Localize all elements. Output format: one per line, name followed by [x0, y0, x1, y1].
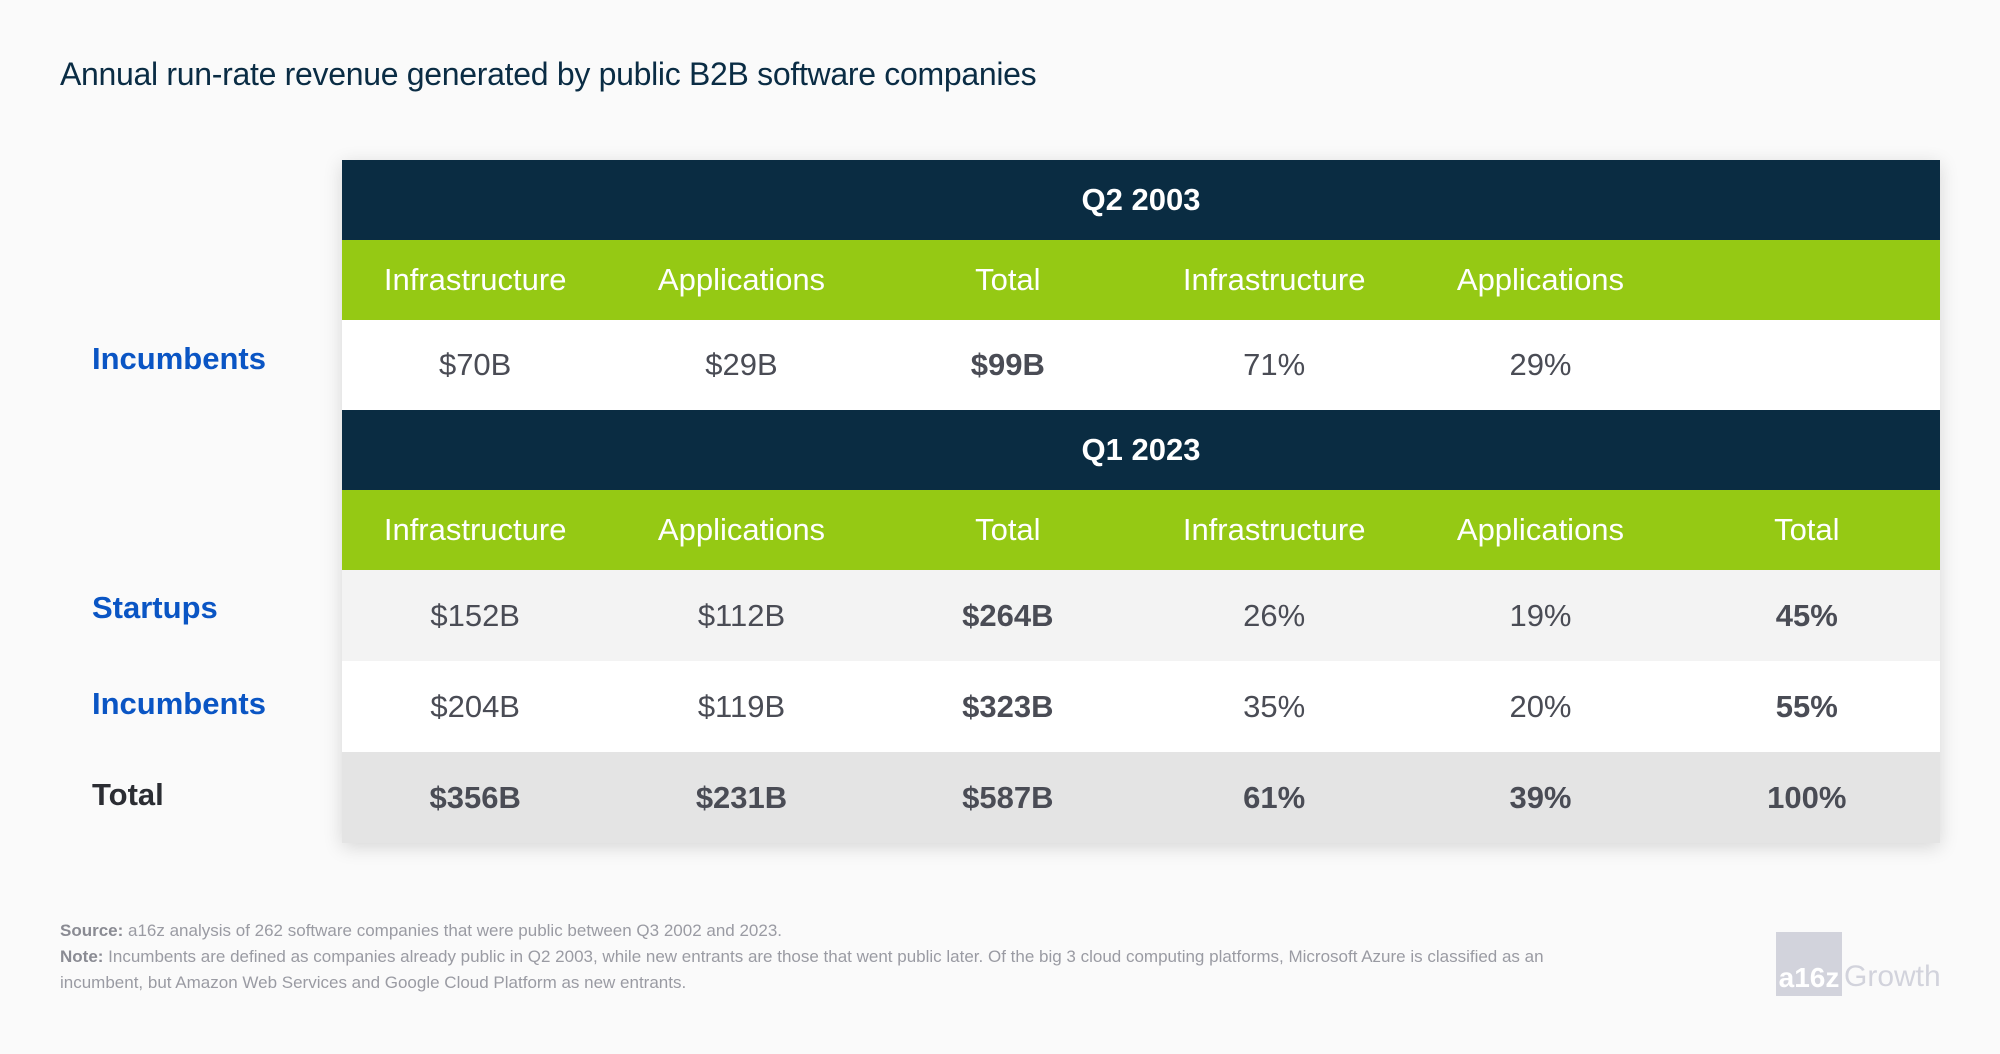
column-header: Infrastructure — [383, 262, 567, 297]
table-row: $70B $29B $99B 71% 29% — [342, 320, 1940, 410]
cell: $99B — [970, 347, 1045, 382]
source-label: Source: — [60, 921, 124, 940]
a16z-growth-logo: a16z Growth — [1776, 932, 1941, 996]
period-header: Q1 2023 — [342, 410, 1940, 490]
period-header: Q2 2003 — [342, 160, 1940, 240]
column-header: Total — [975, 262, 1041, 297]
cell: 100% — [1767, 779, 1847, 815]
cell: 29% — [1509, 347, 1572, 382]
note-label: Note: — [60, 947, 104, 966]
column-header: Infrastructure — [1182, 262, 1366, 297]
cell: 45% — [1775, 597, 1838, 633]
table-row: $204B $119B $323B 35% 20% 55% — [342, 661, 1940, 752]
source-text: a16z analysis of 262 software companies … — [123, 921, 782, 940]
cell: 20% — [1509, 688, 1572, 724]
cell: 39% — [1509, 779, 1572, 815]
table-row: $152B $112B $264B 26% 19% 45% — [342, 570, 1940, 661]
column-header: Applications — [657, 262, 826, 297]
cell: $264B — [962, 597, 1054, 633]
page-title: Annual run-rate revenue generated by pub… — [60, 56, 1037, 92]
column-header: Infrastructure — [1182, 512, 1366, 547]
row-label-total: Total — [92, 777, 164, 812]
row-label-startups: Startups — [92, 590, 218, 625]
column-header: Infrastructure — [383, 512, 567, 547]
logo-mark: a16z — [1776, 932, 1842, 996]
note-text: Incumbents are defined as companies alre… — [103, 947, 1544, 966]
cell: 55% — [1775, 688, 1838, 724]
column-header: Applications — [1456, 512, 1625, 547]
logo-text: Growth — [1844, 960, 1941, 993]
cell: $70B — [438, 347, 512, 382]
cell: 71% — [1243, 347, 1306, 382]
note: Note: Incumbents are defined as companie… — [60, 947, 1544, 967]
column-headers: Infrastructure Applications Total Infras… — [342, 240, 1940, 320]
cell: $323B — [962, 688, 1054, 724]
cell: $29B — [705, 347, 778, 382]
column-header: Applications — [657, 512, 826, 547]
cell: $204B — [430, 688, 520, 724]
cell: $231B — [695, 779, 788, 815]
cell: $119B — [697, 688, 786, 724]
cell: 19% — [1509, 597, 1572, 633]
cell: 61% — [1243, 779, 1306, 815]
column-header: Total — [1774, 512, 1840, 547]
row-label-incumbents-2023: Incumbents — [92, 686, 266, 721]
column-header: Total — [975, 512, 1041, 547]
cell: 35% — [1243, 688, 1306, 724]
cell: 26% — [1243, 597, 1306, 633]
table-row-total: $356B $231B $587B 61% 39% 100% — [342, 752, 1940, 843]
revenue-table: Q2 2003 Infrastructure Applications Tota… — [342, 160, 1940, 843]
cell: $587B — [962, 779, 1054, 815]
cell: $152B — [430, 597, 520, 633]
column-headers: Infrastructure Applications Total Infras… — [342, 490, 1940, 570]
note-continued: incumbent, but Amazon Web Services and G… — [60, 973, 687, 992]
cell: $356B — [429, 779, 521, 815]
cell: $112B — [697, 597, 786, 633]
column-header: Applications — [1456, 262, 1625, 297]
row-label-incumbents-2003: Incumbents — [92, 341, 266, 376]
source-note: Source: a16z analysis of 262 software co… — [60, 921, 782, 941]
